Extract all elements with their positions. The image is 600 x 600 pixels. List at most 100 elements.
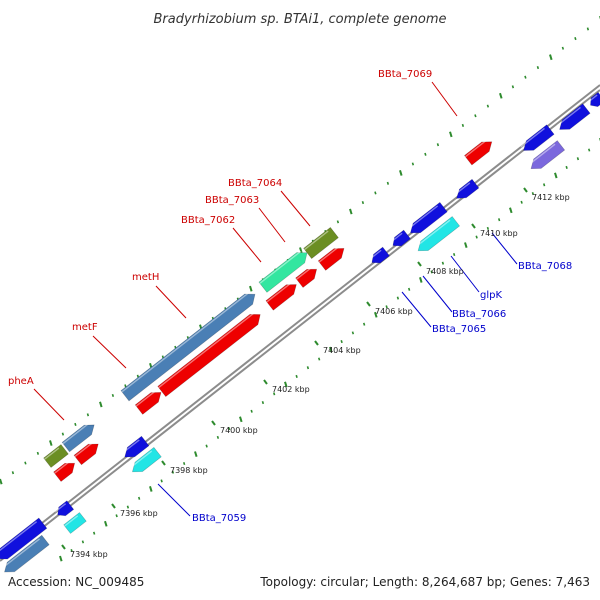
tick-mark bbox=[61, 432, 65, 436]
tick-mark bbox=[565, 165, 568, 169]
gene-phea-highlight bbox=[62, 423, 89, 445]
gene-label-reverse: glpK bbox=[480, 290, 502, 301]
tick-mark bbox=[124, 384, 127, 388]
tick-mark bbox=[386, 181, 390, 185]
gene-olive-1 bbox=[43, 444, 69, 468]
map-title: Bradyrhizobium sp. BTAi1, complete genom… bbox=[153, 12, 446, 27]
gene-cyan-1-highlight bbox=[64, 515, 79, 527]
gene-red-4-highlight bbox=[318, 246, 339, 263]
gene-labels: pheA metF metH BBta_7062 BBta_7063 BBta_7064 B… bbox=[8, 69, 572, 524]
tick-mark bbox=[441, 261, 445, 265]
tick-mark bbox=[70, 549, 73, 553]
leader-line bbox=[33, 388, 65, 421]
gene-bbta-7068-shape bbox=[523, 124, 555, 151]
tick-mark bbox=[475, 235, 478, 239]
tick-mark-major bbox=[471, 223, 476, 229]
tick-mark bbox=[249, 285, 253, 292]
tick-mark bbox=[104, 520, 108, 527]
tick-label: 7406 kbp bbox=[375, 307, 413, 316]
gene-red-4 bbox=[317, 246, 345, 271]
tick-mark bbox=[499, 92, 503, 99]
tick-mark bbox=[136, 374, 140, 378]
tick-mark bbox=[542, 183, 546, 187]
tick-mark bbox=[182, 461, 186, 466]
tick-mark bbox=[486, 104, 490, 108]
gene-phea-shape bbox=[61, 424, 95, 453]
gene-bbta-7066-shape bbox=[410, 201, 448, 234]
gene-red-2-highlight bbox=[74, 442, 93, 458]
tick-mark bbox=[536, 65, 540, 70]
tick-mark bbox=[59, 555, 63, 562]
tick-mark bbox=[561, 46, 565, 50]
tick-mark bbox=[36, 451, 40, 455]
tick-mark bbox=[299, 247, 303, 253]
tick-marks bbox=[0, 16, 600, 562]
gene-cyan-2-highlight bbox=[129, 450, 153, 469]
gene-bbta-7065-highlight bbox=[390, 232, 403, 243]
gene-meth-shape bbox=[120, 293, 256, 402]
tick-mark bbox=[464, 242, 468, 248]
gene-red-long bbox=[157, 312, 261, 398]
genome-summary-text: Topology: circular; Length: 8,264,687 bp… bbox=[259, 575, 590, 589]
gene-blue-5-shape bbox=[559, 103, 591, 130]
tick-mark bbox=[0, 478, 3, 485]
gene-bbta-7059-highlight bbox=[121, 439, 140, 455]
gene-blue-6 bbox=[587, 91, 600, 107]
gene-red-3 bbox=[295, 267, 318, 288]
gene-blue-5-highlight bbox=[556, 106, 581, 127]
tick-label: 7408 kbp bbox=[426, 267, 464, 276]
tick-mark bbox=[194, 451, 198, 457]
gene-red-2 bbox=[73, 442, 99, 466]
tick-labels: 7394 kbp 7396 kbp 7398 kbp 7400 kbp 7402 kbp… bbox=[61, 187, 570, 559]
gene-cyan-2-shape bbox=[131, 447, 162, 473]
gene-label-reverse: BBta_7059 bbox=[192, 513, 246, 524]
tick-mark bbox=[399, 170, 403, 176]
gene-metf-highlight bbox=[135, 390, 156, 407]
gene-blue-2-highlight bbox=[54, 503, 67, 513]
gene-steel-2-shape bbox=[4, 534, 50, 573]
gene-meth bbox=[120, 292, 256, 402]
gene-blue-3 bbox=[369, 246, 390, 264]
gene-olive-1-shape bbox=[43, 444, 69, 468]
tick-mark bbox=[115, 514, 118, 518]
gene-bbta-7062-shape bbox=[258, 252, 308, 293]
tick-mark bbox=[587, 148, 591, 152]
gene-steel-2 bbox=[1, 534, 50, 573]
tick-mark-major bbox=[161, 460, 166, 466]
tick-mark bbox=[576, 157, 580, 161]
gene-purple-1-highlight bbox=[527, 143, 556, 166]
label-leaders bbox=[33, 81, 518, 517]
gene-bbta-7069-shape bbox=[464, 141, 493, 166]
gene-label-forward: BBta_7062 bbox=[181, 215, 235, 226]
tick-mark bbox=[361, 201, 365, 205]
tick-mark bbox=[205, 444, 208, 448]
leader-line bbox=[232, 227, 262, 263]
gene-purple-1-shape bbox=[530, 140, 566, 170]
gene-blue-4-shape bbox=[456, 178, 480, 199]
tick-mark bbox=[486, 226, 490, 230]
gene-meth-highlight bbox=[121, 292, 250, 393]
tick-mark bbox=[171, 470, 175, 474]
leader-line bbox=[422, 275, 453, 313]
gene-bbta-7068 bbox=[520, 124, 555, 151]
leader-line bbox=[401, 291, 432, 328]
tick-mark bbox=[574, 37, 577, 41]
tick-mark bbox=[452, 252, 456, 257]
tick-mark bbox=[336, 220, 340, 224]
gene-blue-2 bbox=[54, 500, 75, 517]
tick-mark bbox=[329, 346, 333, 353]
gene-bbta-7063-highlight bbox=[266, 282, 291, 303]
tick-mark bbox=[137, 496, 141, 500]
gene-bbta-7066 bbox=[407, 201, 448, 234]
tick-mark bbox=[126, 505, 130, 509]
tick-mark bbox=[396, 296, 400, 300]
tick-label: 7400 kbp bbox=[220, 426, 258, 435]
tick-mark bbox=[497, 218, 501, 222]
genome-backbone bbox=[0, 84, 600, 562]
tick-mark bbox=[549, 54, 553, 61]
leader-line bbox=[431, 81, 458, 117]
tick-mark bbox=[24, 461, 27, 465]
gene-blue-2-shape bbox=[57, 500, 75, 517]
gene-glpk bbox=[414, 216, 461, 252]
gene-red-1-highlight bbox=[54, 461, 70, 474]
